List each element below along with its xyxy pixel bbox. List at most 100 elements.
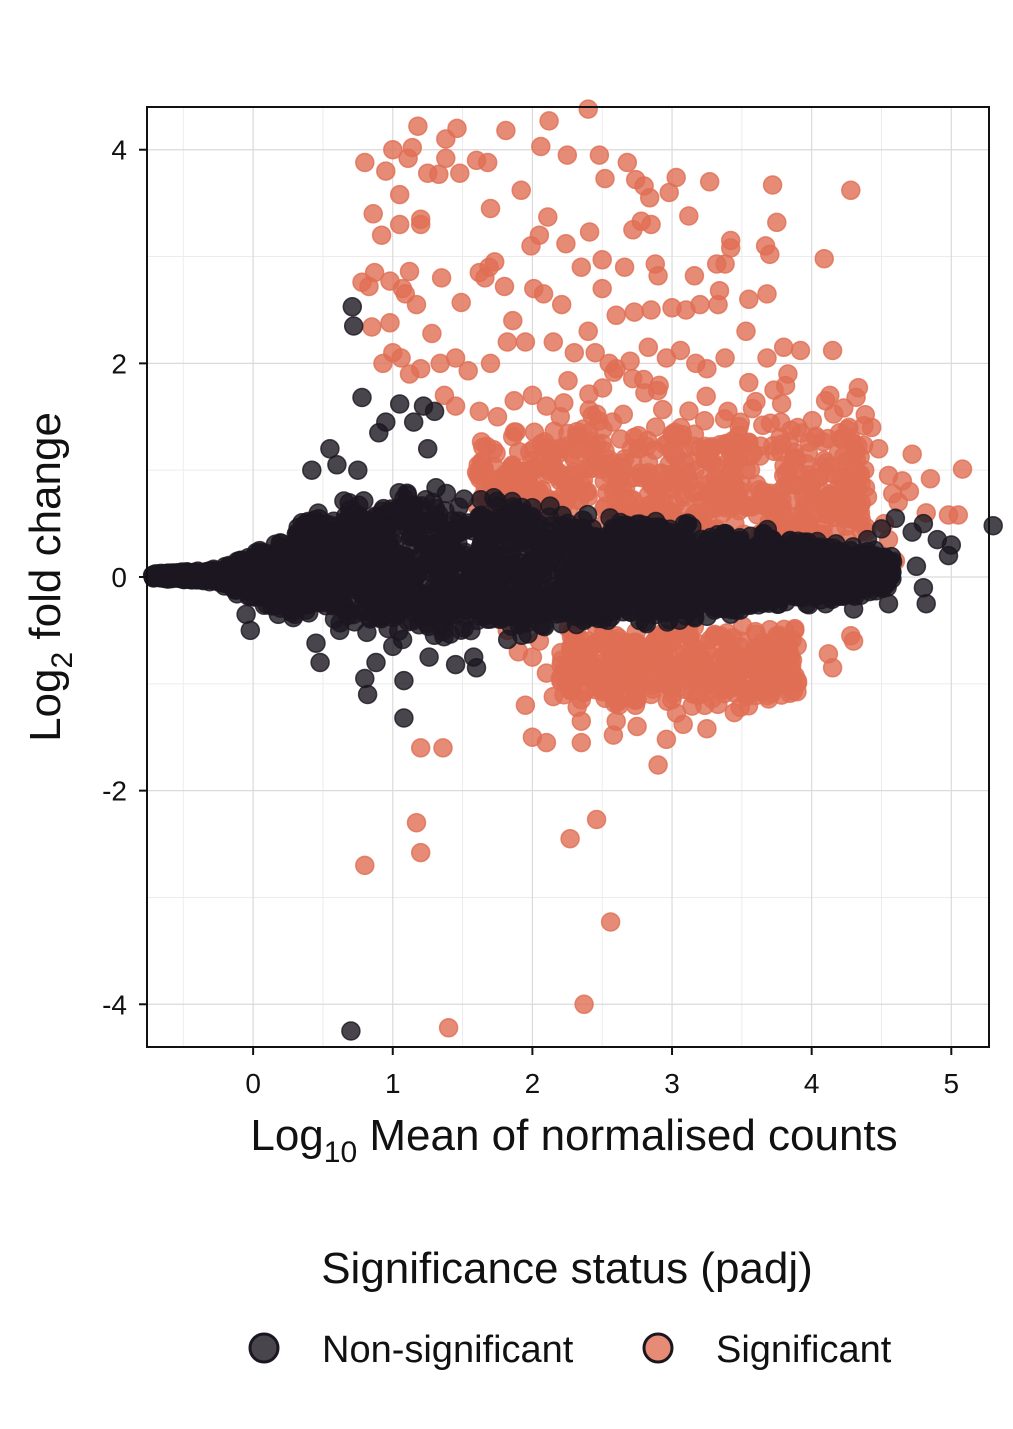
significant-point	[522, 647, 543, 667]
significant-point	[648, 266, 668, 286]
non-significant-point	[383, 636, 403, 657]
significant-point	[402, 137, 423, 158]
significant-point	[806, 428, 826, 448]
significant-point	[507, 460, 528, 481]
significant-point	[638, 337, 659, 358]
significant-point	[746, 391, 766, 412]
non-significant-point	[913, 577, 934, 598]
significant-point	[469, 401, 490, 422]
significant-point	[773, 465, 794, 486]
significant-point	[504, 391, 524, 411]
significant-point	[380, 313, 400, 333]
significant-point	[606, 481, 626, 502]
significant-point	[590, 653, 610, 674]
significant-point	[609, 695, 629, 715]
significant-point	[589, 145, 610, 165]
significant-point	[410, 358, 431, 379]
significant-point	[834, 398, 854, 418]
significant-point	[355, 855, 375, 876]
significant-point	[539, 111, 559, 131]
non-significant-point	[436, 537, 456, 558]
significant-point	[787, 671, 808, 691]
non-significant-point	[609, 538, 629, 559]
significant-point	[684, 266, 705, 286]
significant-point	[571, 690, 592, 710]
non-significant-point	[342, 297, 363, 317]
significant-point	[383, 139, 403, 160]
significant-point	[710, 435, 730, 455]
significant-point	[868, 439, 889, 459]
significant-point	[564, 342, 585, 363]
significant-point	[447, 118, 467, 139]
non-significant-point	[441, 591, 461, 612]
significant-point	[615, 661, 636, 681]
non-significant-point	[403, 412, 424, 432]
significant-point	[560, 828, 580, 849]
significant-point	[621, 468, 642, 488]
significant-point	[550, 407, 571, 427]
significant-point	[627, 716, 647, 737]
significant-point	[641, 684, 661, 705]
significant-point	[410, 738, 431, 758]
significant-point	[508, 441, 529, 462]
significant-point	[359, 276, 379, 297]
significant-point	[536, 396, 557, 416]
significant-point	[624, 302, 645, 322]
non-significant-point	[341, 1021, 361, 1041]
significant-point	[684, 436, 705, 457]
significant-point	[603, 725, 624, 745]
significant-point	[825, 465, 846, 485]
significant-point	[408, 116, 428, 136]
non-significant-point	[389, 394, 410, 414]
non-significant-point	[199, 565, 219, 585]
significant-point	[822, 658, 843, 678]
significant-point	[622, 368, 643, 389]
significant-point	[843, 631, 864, 651]
significant-point	[641, 214, 661, 235]
non-significant-point	[639, 571, 659, 592]
non-significant-point	[876, 574, 897, 595]
significant-point	[606, 626, 626, 646]
significant-point	[564, 658, 585, 678]
significant-point	[757, 348, 777, 368]
non-significant-point	[534, 616, 555, 637]
non-significant-point	[394, 670, 414, 691]
significant-point	[578, 321, 598, 342]
significant-point	[473, 437, 493, 457]
non-significant-point	[843, 599, 864, 619]
non-significant-point	[451, 620, 471, 640]
non-significant-point	[338, 538, 358, 559]
non-significant-point	[329, 620, 350, 641]
non-significant-point	[885, 508, 906, 529]
non-significant-point	[871, 519, 892, 539]
non-significant-point	[815, 593, 836, 614]
significant-point	[673, 679, 693, 699]
non-significant-point	[509, 590, 530, 610]
non-significant-point	[309, 586, 329, 607]
significant-point	[578, 487, 598, 507]
non-significant-point	[349, 506, 369, 527]
non-significant-point	[426, 559, 447, 579]
non-significant-point	[424, 625, 445, 646]
non-significant-point	[280, 547, 301, 567]
significant-point	[760, 244, 780, 265]
non-significant-point	[522, 572, 543, 592]
non-significant-point	[285, 604, 305, 625]
non-significant-point	[713, 526, 734, 546]
non-significant-point	[310, 652, 330, 673]
significant-point	[709, 280, 730, 301]
significant-point	[739, 372, 759, 393]
non-significant-point	[849, 553, 870, 573]
significant-point	[757, 679, 777, 699]
significant-point	[739, 289, 759, 310]
non-significant-point	[532, 531, 552, 551]
x-tick-label: 2	[525, 1068, 541, 1099]
significant-point	[702, 453, 722, 474]
significant-point	[362, 317, 382, 337]
significant-point	[739, 432, 759, 453]
legend-title: Significance status (padj)	[321, 1244, 813, 1293]
significant-point	[726, 495, 746, 515]
significant-point	[696, 386, 716, 407]
significant-point	[729, 654, 750, 674]
significant-point	[458, 361, 478, 381]
